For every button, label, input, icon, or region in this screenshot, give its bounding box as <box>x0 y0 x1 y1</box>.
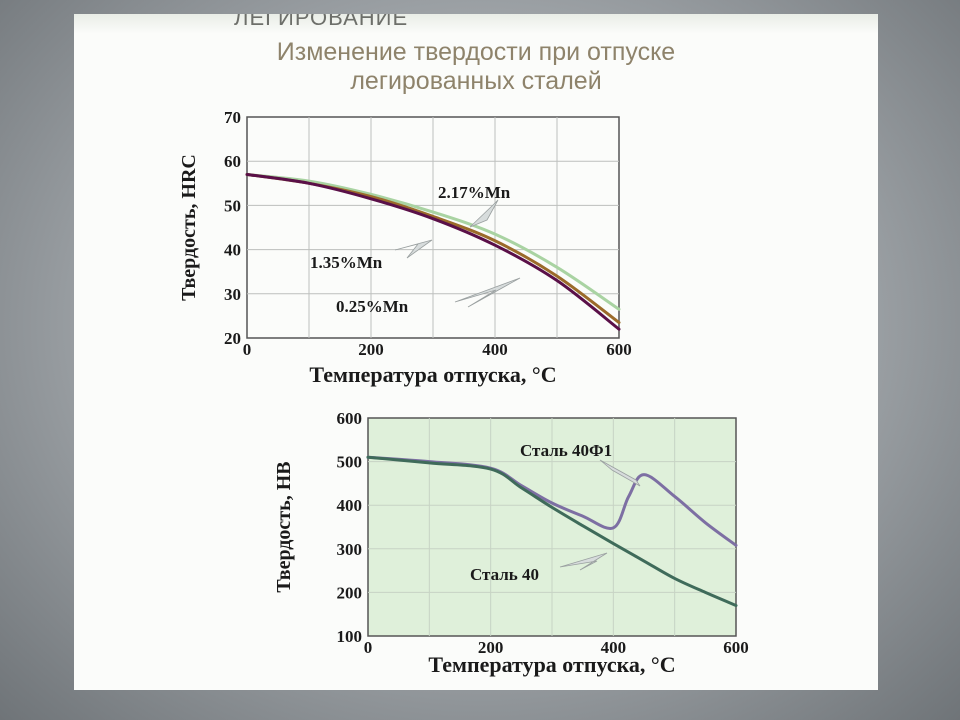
y-tick-label: 400 <box>337 496 363 515</box>
annotation-arrow <box>599 459 641 487</box>
x-tick-label: 200 <box>478 638 504 657</box>
y-axis-label: Твердость, HRC <box>178 154 200 301</box>
x-tick-label: 0 <box>243 340 252 359</box>
y-tick-label: 500 <box>337 453 363 472</box>
annotation-arrow <box>469 199 499 228</box>
x-axis-label: Температура отпуска, °C <box>428 652 675 677</box>
y-tick-label: 40 <box>224 241 241 260</box>
header-strip-text: ЛЕГИРОВАНИЕ <box>234 14 409 30</box>
series-label: 2.17%Mn <box>438 183 511 202</box>
series-label: 1.35%Mn <box>310 253 383 272</box>
x-axis-label: Температура отпуска, °C <box>309 362 556 387</box>
series-line <box>366 455 738 607</box>
x-tick-label: 400 <box>601 638 627 657</box>
annotation-arrow <box>394 239 433 259</box>
y-tick-label: 70 <box>224 108 241 127</box>
x-tick-label: 200 <box>358 340 384 359</box>
y-tick-label: 30 <box>224 285 241 304</box>
y-tick-label: 200 <box>337 583 363 602</box>
slide-title-line2: легированных сталей <box>350 67 602 95</box>
y-tick-label: 50 <box>224 196 241 215</box>
x-tick-label: 400 <box>482 340 508 359</box>
x-tick-label: 600 <box>723 638 749 657</box>
chart-hrc: 0 200 400 600 20 30 40 50 60 70 Температура отпуск… <box>178 108 632 387</box>
series-line <box>245 172 621 311</box>
series-label: Сталь 40Ф1 <box>520 441 612 460</box>
series-line <box>245 172 621 331</box>
y-tick-label: 100 <box>337 627 363 646</box>
y-tick-label: 600 <box>337 409 363 428</box>
y-tick-label: 20 <box>224 329 241 348</box>
y-tick-label: 60 <box>224 152 241 171</box>
series-label: Сталь 40 <box>470 565 539 584</box>
annotation-arrow <box>454 277 521 308</box>
y-axis-label: Твердость, HB <box>273 461 295 592</box>
slide-title-line1: Изменение твердости при отпуске <box>276 38 676 66</box>
y-tick-label: 300 <box>337 540 363 559</box>
series-label: 0.25%Mn <box>336 297 409 316</box>
chart-hb: 0 200 400 600 100 200 300 400 500 600 Температура … <box>273 409 749 677</box>
annotation-arrow <box>559 552 608 571</box>
x-tick-label: 600 <box>606 340 632 359</box>
x-tick-label: 0 <box>364 638 373 657</box>
header-strip: ЛЕГИРОВАНИЕ <box>74 14 878 34</box>
